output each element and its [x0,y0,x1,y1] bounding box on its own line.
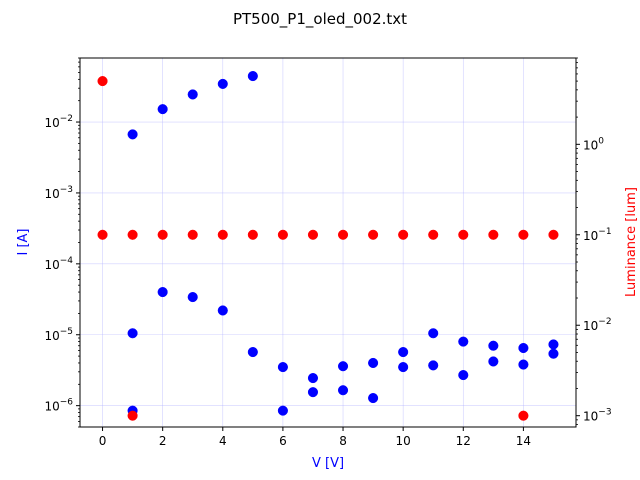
current-point [458,370,469,381]
luminance-point [217,229,228,240]
current-point [518,359,529,370]
current-point [368,393,379,404]
chart-title: PT500_P1_oled_002.txt [233,10,407,29]
y-axis-right: 10−3 10−2 10−1 100 [576,57,612,425]
luminance-point [127,229,138,240]
luminance-point [548,229,559,240]
y-left-tick-label: 10−5 [44,327,73,343]
current-point [518,342,529,354]
current-point [277,362,288,373]
y-axis-left-label: I [A] [16,228,31,255]
current-point [548,348,559,359]
luminance-point [337,229,349,240]
x-tick-label: 4 [219,434,227,448]
current-point [368,357,379,369]
x-axis: 0 2 4 6 8 10 12 14 [99,427,531,448]
current-point [337,385,349,396]
current-point [247,347,258,358]
x-tick-label: 12 [456,434,471,448]
luminance-point [247,229,258,240]
y-left-tick-label: 10−3 [44,185,73,201]
luminance-point [277,229,288,240]
current-point [428,328,439,339]
x-tick-label: 0 [99,434,107,448]
x-tick-label: 14 [516,434,531,448]
current-point [187,292,198,303]
luminance-point [157,229,168,240]
current-point [548,339,559,350]
current-point [307,387,319,398]
current-point [157,104,168,115]
y-left-tick-label: 10−6 [44,398,73,414]
y-right-tick-label: 10−1 [583,227,612,243]
current-point [428,360,439,371]
x-axis-label: V [V] [312,456,344,471]
current-point [217,305,228,316]
current-point [247,71,258,82]
current-point [458,336,469,347]
luminance-point [428,229,439,240]
current-point [398,347,409,358]
current-point [277,405,288,416]
y-right-tick-label: 100 [583,136,604,152]
luminance-point [518,229,529,240]
luminance-point [307,229,319,240]
y-right-tick-label: 10−2 [583,317,612,333]
x-tick-label: 2 [159,434,167,448]
luminance-point [368,229,379,240]
current-point [398,362,409,373]
current-point [187,89,198,100]
luminance-point [127,410,138,421]
y-left-tick-label: 10−2 [44,114,73,130]
luminance-point [97,76,108,87]
y-right-tick-label: 10−3 [583,408,612,424]
current-point [488,340,499,351]
luminance-point [398,229,409,240]
luminance-point [458,229,469,240]
luminance-point [187,229,198,240]
x-tick-label: 6 [279,434,287,448]
luminance-point [488,229,499,240]
y-left-tick-label: 10−4 [44,256,73,272]
current-point [488,356,499,367]
current-point [217,78,228,89]
y-axis-right-label: Luminance [lum] [624,187,639,297]
y-axis-left: 10−6 10−5 10−4 10−3 10−2 [44,57,80,428]
current-point [307,373,319,384]
x-tick-label: 10 [396,434,411,448]
current-point [127,328,138,339]
current-point [337,361,349,372]
luminance-point [518,410,529,421]
grid [80,58,576,427]
current-point [157,287,168,298]
current-point [127,129,138,140]
x-tick-label: 8 [339,434,347,448]
data-points [97,71,559,421]
luminance-point [97,229,108,240]
plot-frame [79,57,577,428]
